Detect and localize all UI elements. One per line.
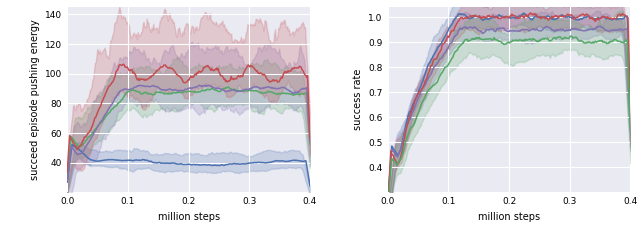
Y-axis label: success rate: success rate [353,69,363,131]
X-axis label: million steps: million steps [157,212,220,222]
Y-axis label: succeed episode pushing energy: succeed episode pushing energy [29,19,40,180]
X-axis label: million steps: million steps [478,212,540,222]
